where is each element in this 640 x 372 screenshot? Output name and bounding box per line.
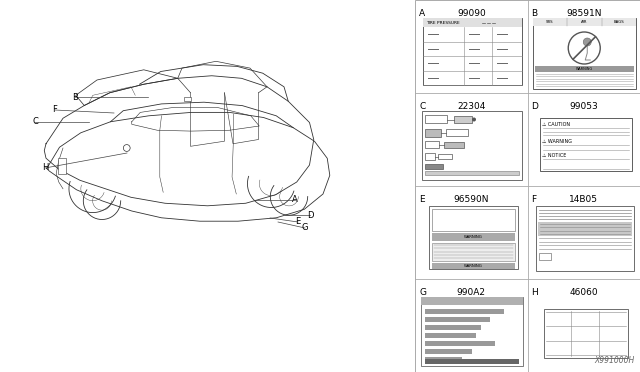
- Bar: [58, 158, 67, 174]
- Bar: [538, 253, 550, 260]
- Text: H: H: [531, 288, 538, 297]
- Text: F: F: [52, 106, 58, 115]
- Text: A: A: [292, 196, 298, 205]
- Text: BAGS: BAGS: [613, 20, 624, 24]
- Bar: [540, 118, 632, 171]
- Text: H: H: [42, 164, 48, 173]
- Text: A: A: [419, 9, 425, 18]
- Text: 22304: 22304: [457, 102, 485, 111]
- Text: 99053: 99053: [570, 102, 598, 111]
- Bar: [438, 154, 452, 159]
- Bar: [534, 66, 634, 72]
- Text: ⚠ WARNING: ⚠ WARNING: [543, 138, 573, 144]
- Bar: [432, 209, 515, 231]
- Text: 99090: 99090: [457, 9, 486, 18]
- Bar: [423, 18, 522, 27]
- Bar: [538, 222, 632, 236]
- Text: B: B: [531, 9, 538, 18]
- Circle shape: [472, 118, 476, 122]
- Text: WARNING: WARNING: [464, 264, 483, 268]
- Bar: [421, 297, 522, 366]
- Text: AIR: AIR: [581, 20, 588, 24]
- Bar: [432, 243, 515, 261]
- Bar: [425, 349, 472, 353]
- Text: B: B: [72, 93, 78, 102]
- Text: ⚠ CAUTION: ⚠ CAUTION: [543, 122, 571, 126]
- Bar: [444, 142, 464, 148]
- Bar: [425, 325, 481, 330]
- Text: X991000H: X991000H: [595, 356, 635, 365]
- Text: C: C: [419, 102, 425, 111]
- Text: E: E: [419, 195, 424, 204]
- Text: E: E: [296, 218, 301, 227]
- Bar: [446, 129, 468, 136]
- Bar: [425, 317, 490, 321]
- Text: C: C: [32, 118, 38, 126]
- Bar: [432, 233, 515, 241]
- Text: TIRE PRESSURE: TIRE PRESSURE: [426, 20, 460, 25]
- Bar: [425, 153, 435, 160]
- Text: SRS: SRS: [546, 20, 554, 24]
- Text: ⚠ NOTICE: ⚠ NOTICE: [543, 153, 567, 157]
- Bar: [425, 309, 504, 314]
- Bar: [532, 18, 636, 89]
- Text: F: F: [531, 195, 536, 204]
- Bar: [184, 97, 191, 101]
- Text: 14B05: 14B05: [569, 195, 598, 204]
- Bar: [425, 171, 518, 175]
- Bar: [536, 206, 634, 271]
- Bar: [425, 141, 439, 148]
- Text: D: D: [531, 102, 538, 111]
- Text: D: D: [307, 211, 313, 219]
- Bar: [425, 115, 447, 123]
- Text: 990A2: 990A2: [457, 288, 486, 297]
- Text: 98591N: 98591N: [566, 9, 602, 18]
- Text: 96590N: 96590N: [454, 195, 489, 204]
- Text: G: G: [301, 224, 308, 232]
- Bar: [543, 309, 628, 358]
- Bar: [425, 333, 476, 337]
- Text: WARNING: WARNING: [464, 235, 483, 239]
- Bar: [425, 341, 495, 346]
- Bar: [425, 357, 462, 362]
- Bar: [422, 111, 522, 180]
- Bar: [425, 359, 518, 364]
- Bar: [425, 129, 441, 137]
- Bar: [423, 18, 522, 85]
- Bar: [425, 164, 443, 169]
- Bar: [421, 297, 522, 305]
- Bar: [429, 206, 518, 269]
- Text: G: G: [419, 288, 426, 297]
- Bar: [454, 116, 472, 123]
- Bar: [415, 0, 640, 372]
- Bar: [432, 263, 515, 269]
- Text: 46060: 46060: [570, 288, 598, 297]
- Text: WARNING: WARNING: [576, 67, 593, 71]
- Circle shape: [583, 38, 591, 46]
- Bar: [532, 18, 636, 26]
